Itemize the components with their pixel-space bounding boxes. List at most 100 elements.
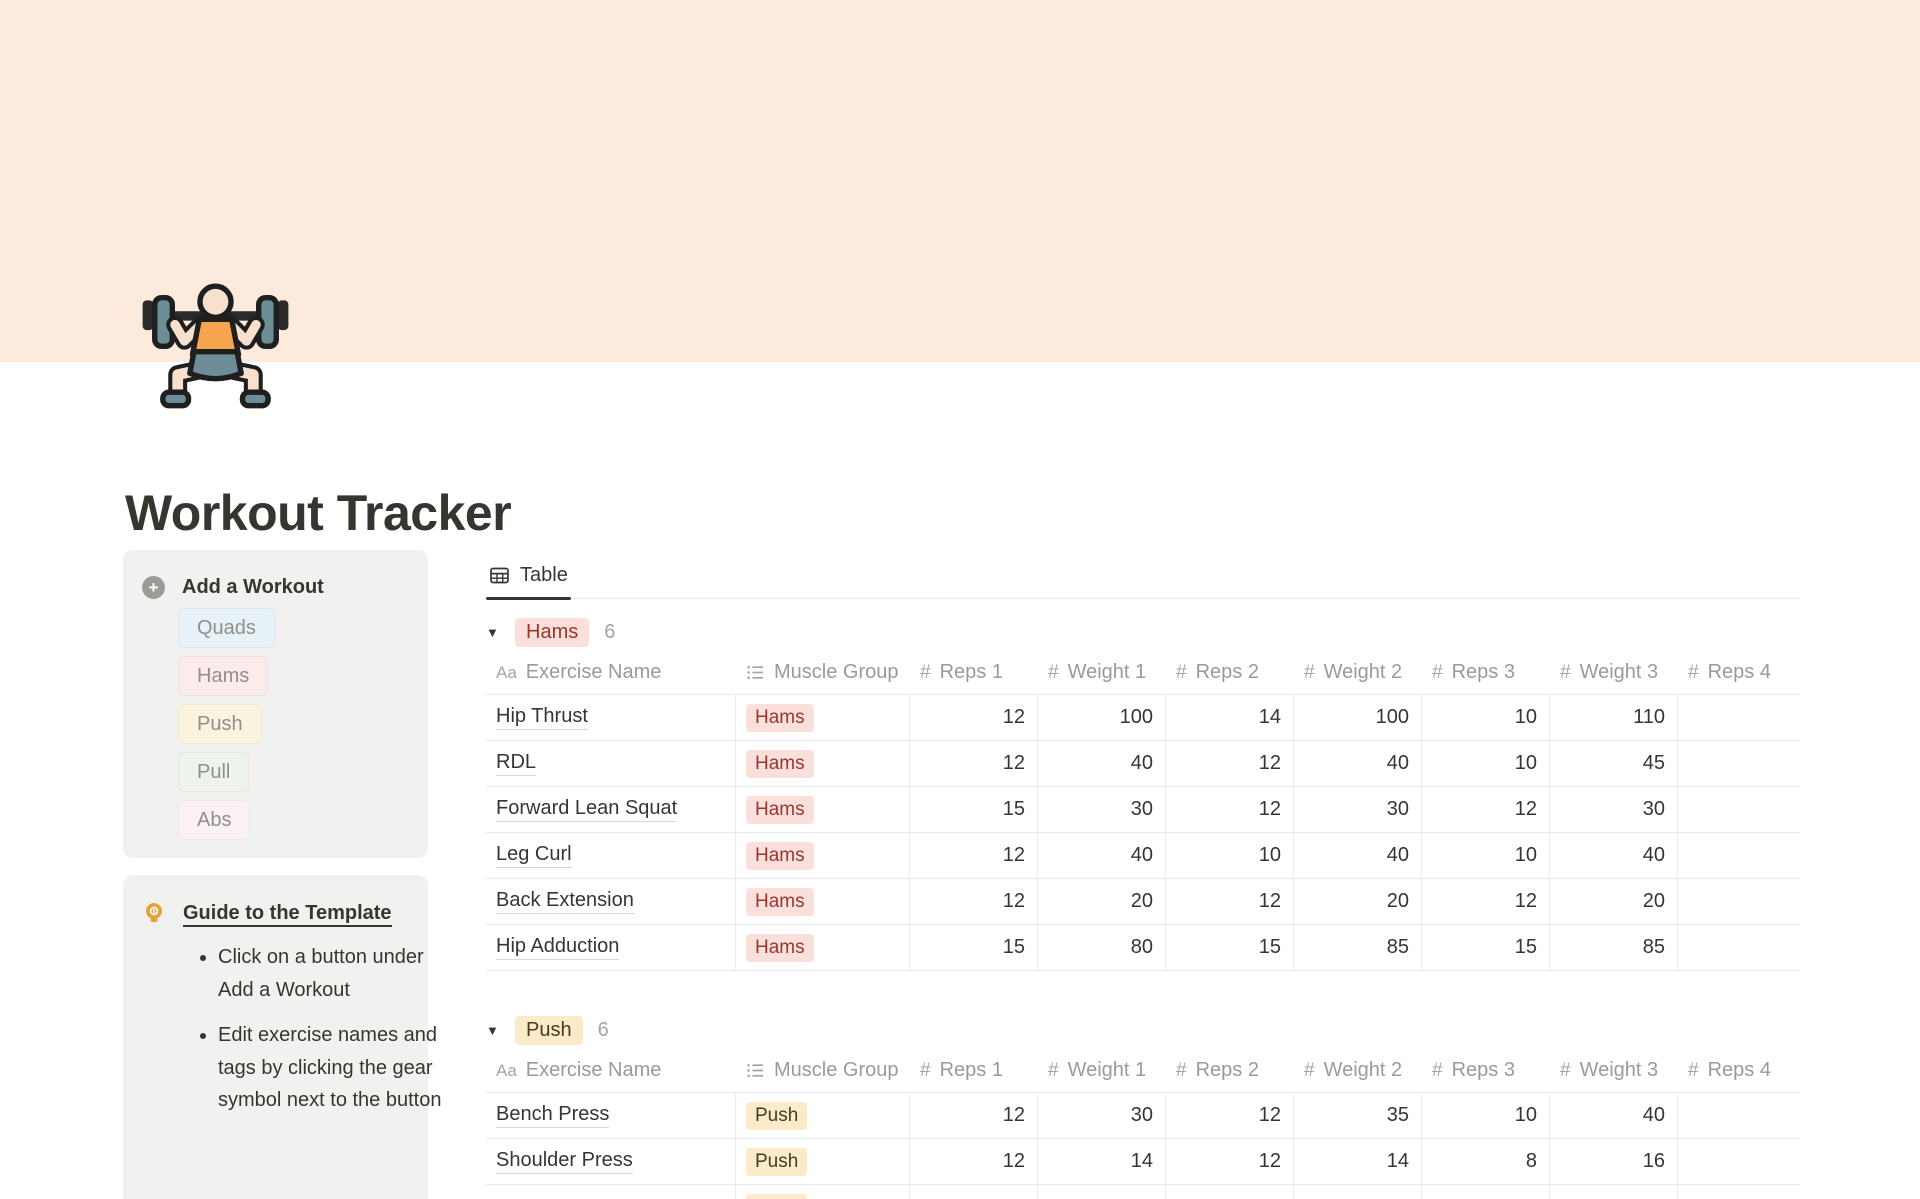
column-header-reps-4[interactable]: # Reps 4 (1678, 651, 1800, 694)
group-tag[interactable]: Hams (515, 617, 590, 647)
cell-reps-3[interactable]: 12 (1422, 879, 1550, 924)
cell-reps-2[interactable]: 12 (1166, 1093, 1294, 1138)
cell-reps-1[interactable] (910, 1185, 1038, 1199)
cell-muscle-group[interactable]: Push (736, 1093, 910, 1138)
cell-weight-1[interactable]: 100 (1038, 695, 1166, 740)
cell-weight-3[interactable]: 30 (1550, 787, 1678, 832)
cell-reps-2[interactable]: 10 (1166, 833, 1294, 878)
plus-circle-icon[interactable]: + (142, 576, 165, 599)
cell-weight-3[interactable]: 40 (1550, 1093, 1678, 1138)
weightlifter-icon[interactable] (133, 268, 298, 430)
column-header-weight-1[interactable]: # Weight 1 (1038, 1049, 1166, 1092)
cell-muscle-group[interactable]: Hams (736, 695, 910, 740)
column-header-weight-1[interactable]: # Weight 1 (1038, 651, 1166, 694)
cell-reps-4[interactable] (1678, 787, 1800, 832)
page-cover[interactable] (0, 0, 1920, 362)
cell-weight-2[interactable]: 14 (1294, 1139, 1422, 1184)
column-header-weight-3[interactable]: # Weight 3 (1550, 1049, 1678, 1092)
cell-weight-2[interactable]: 100 (1294, 695, 1422, 740)
cell-reps-4[interactable] (1678, 1185, 1800, 1199)
cell-reps-2[interactable]: 12 (1166, 787, 1294, 832)
cell-weight-1[interactable]: 80 (1038, 925, 1166, 970)
workout-button-pull[interactable]: Pull (178, 752, 250, 792)
cell-weight-1[interactable]: 30 (1038, 787, 1166, 832)
cell-weight-3[interactable]: 110 (1550, 695, 1678, 740)
column-header-weight-2[interactable]: # Weight 2 (1294, 651, 1422, 694)
cell-reps-3[interactable]: 10 (1422, 1093, 1550, 1138)
cell-muscle-group[interactable]: Hams (736, 787, 910, 832)
cell-weight-2[interactable]: 40 (1294, 741, 1422, 786)
cell-reps-1[interactable]: 12 (910, 741, 1038, 786)
cell-weight-1[interactable]: 40 (1038, 833, 1166, 878)
cell-exercise-name[interactable]: Hip Thrust (486, 695, 736, 740)
cell-reps-2[interactable]: 14 (1166, 695, 1294, 740)
cell-weight-2[interactable]: 20 (1294, 879, 1422, 924)
workout-button-quads[interactable]: Quads (178, 608, 275, 648)
cell-reps-1[interactable]: 12 (910, 1093, 1038, 1138)
cell-reps-4[interactable] (1678, 833, 1800, 878)
column-header-reps-2[interactable]: # Reps 2 (1166, 1049, 1294, 1092)
column-header-exercise-name[interactable]: Aa Exercise Name (486, 1049, 736, 1092)
cell-weight-3[interactable]: 85 (1550, 925, 1678, 970)
cell-weight-1[interactable]: 20 (1038, 879, 1166, 924)
cell-reps-3[interactable]: 15 (1422, 925, 1550, 970)
column-header-reps-3[interactable]: # Reps 3 (1422, 651, 1550, 694)
column-header-reps-2[interactable]: # Reps 2 (1166, 651, 1294, 694)
cell-weight-1[interactable]: 30 (1038, 1093, 1166, 1138)
column-header-weight-3[interactable]: # Weight 3 (1550, 651, 1678, 694)
cell-exercise-name[interactable]: Hip Adduction (486, 925, 736, 970)
column-header-weight-2[interactable]: # Weight 2 (1294, 1049, 1422, 1092)
cell-reps-3[interactable]: 12 (1422, 787, 1550, 832)
cell-muscle-group[interactable]: Push (736, 1139, 910, 1184)
cell-muscle-group[interactable]: Hams (736, 833, 910, 878)
cell-weight-1[interactable]: 40 (1038, 741, 1166, 786)
cell-exercise-name[interactable]: Shoulder Press (486, 1139, 736, 1184)
cell-reps-4[interactable] (1678, 1139, 1800, 1184)
cell-reps-3[interactable]: 8 (1422, 1139, 1550, 1184)
cell-reps-4[interactable] (1678, 925, 1800, 970)
cell-reps-1[interactable]: 12 (910, 879, 1038, 924)
cell-weight-2[interactable]: 40 (1294, 833, 1422, 878)
cell-reps-3[interactable]: 10 (1422, 833, 1550, 878)
lightbulb-icon[interactable] (142, 901, 166, 925)
cell-muscle-group[interactable]: Push (736, 1185, 910, 1199)
cell-reps-1[interactable]: 15 (910, 787, 1038, 832)
cell-reps-2[interactable]: 12 (1166, 879, 1294, 924)
cell-weight-3[interactable] (1550, 1185, 1678, 1199)
cell-reps-1[interactable]: 12 (910, 1139, 1038, 1184)
column-header-muscle-group[interactable]: Muscle Group (736, 651, 910, 694)
cell-reps-2[interactable]: 12 (1166, 1139, 1294, 1184)
workout-button-push[interactable]: Push (178, 704, 262, 744)
cell-weight-2[interactable]: 85 (1294, 925, 1422, 970)
cell-reps-2[interactable]: 15 (1166, 925, 1294, 970)
cell-exercise-name[interactable]: Back Extension (486, 879, 736, 924)
cell-reps-2[interactable]: 12 (1166, 741, 1294, 786)
cell-weight-1[interactable]: 14 (1038, 1139, 1166, 1184)
cell-weight-2[interactable]: 30 (1294, 787, 1422, 832)
cell-exercise-name[interactable] (486, 1185, 736, 1199)
workout-button-hams[interactable]: Hams (178, 656, 269, 696)
column-header-reps-4[interactable]: # Reps 4 (1678, 1049, 1800, 1092)
cell-reps-1[interactable]: 12 (910, 695, 1038, 740)
column-header-muscle-group[interactable]: Muscle Group (736, 1049, 910, 1092)
column-header-exercise-name[interactable]: Aa Exercise Name (486, 651, 736, 694)
cell-exercise-name[interactable]: Leg Curl (486, 833, 736, 878)
column-header-reps-1[interactable]: # Reps 1 (910, 651, 1038, 694)
cell-weight-1[interactable] (1038, 1185, 1166, 1199)
cell-weight-3[interactable]: 40 (1550, 833, 1678, 878)
cell-reps-4[interactable] (1678, 741, 1800, 786)
workout-button-abs[interactable]: Abs (178, 800, 251, 840)
column-header-reps-1[interactable]: # Reps 1 (910, 1049, 1038, 1092)
cell-weight-2[interactable]: 35 (1294, 1093, 1422, 1138)
cell-reps-4[interactable] (1678, 879, 1800, 924)
group-tag[interactable]: Push (515, 1015, 583, 1045)
cell-weight-3[interactable]: 45 (1550, 741, 1678, 786)
cell-muscle-group[interactable]: Hams (736, 741, 910, 786)
cell-reps-1[interactable]: 15 (910, 925, 1038, 970)
cell-exercise-name[interactable]: Forward Lean Squat (486, 787, 736, 832)
tab-table[interactable]: Table (486, 553, 571, 600)
cell-exercise-name[interactable]: Bench Press (486, 1093, 736, 1138)
cell-reps-2[interactable] (1166, 1185, 1294, 1199)
column-header-reps-3[interactable]: # Reps 3 (1422, 1049, 1550, 1092)
cell-weight-3[interactable]: 16 (1550, 1139, 1678, 1184)
